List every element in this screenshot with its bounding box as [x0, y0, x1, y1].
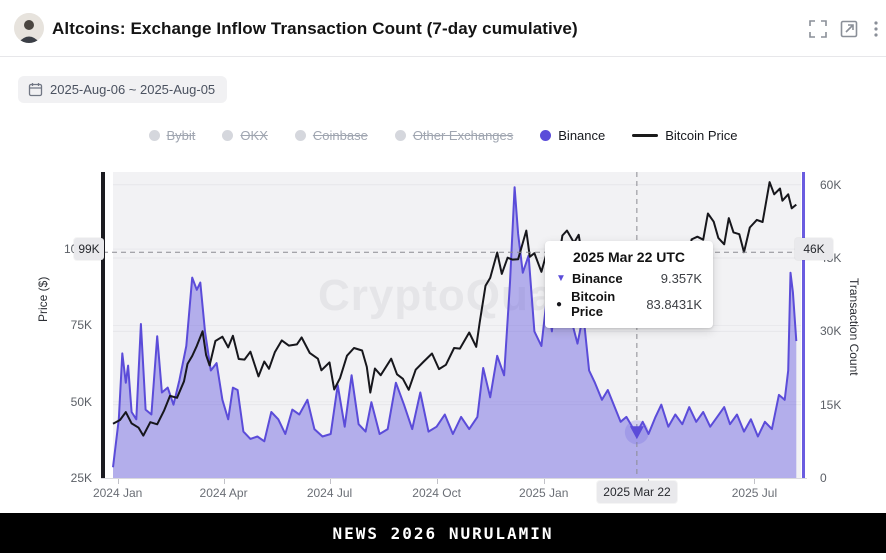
crosshair-count-label: 46K — [795, 238, 833, 260]
legend-dot-swatch — [222, 130, 234, 141]
y-left-tick-label: 50K — [70, 394, 92, 409]
x-tick-mark — [436, 479, 438, 484]
tooltip-row-bitcoin-price: ● Bitcoin Price 83.8431K — [556, 289, 702, 319]
legend-label: Other Exchanges — [412, 128, 514, 143]
y-right-tick-label: 15K — [820, 397, 842, 412]
crosshair-date-label: 2025 Mar 22 — [597, 481, 677, 503]
legend-item-other-exchanges[interactable]: Other Exchanges — [394, 128, 514, 143]
page-title: Altcoins: Exchange Inflow Transaction Co… — [52, 18, 578, 38]
x-tick-label: 2024 Jan — [92, 486, 143, 500]
y-right-tick-label: 30K — [820, 324, 842, 339]
legend-item-coinbase[interactable]: Coinbase — [294, 128, 368, 143]
avatar[interactable] — [14, 13, 44, 43]
chart-tooltip: 2025 Mar 22 UTC ▼ Binance 9.357K ● Bitco… — [545, 241, 713, 328]
fullscreen-icon[interactable] — [808, 19, 828, 39]
legend-dot-swatch — [394, 130, 406, 141]
x-tick-label: 2024 Oct — [412, 486, 461, 500]
x-tick-label: 2025 Jul — [731, 486, 778, 500]
x-tick-label: 2024 Apr — [199, 486, 248, 500]
x-tick-mark — [754, 479, 756, 484]
footer-banner: NEWS 2026 NURULAMIN — [0, 513, 886, 553]
y-right-tick-label: 60K — [820, 177, 842, 192]
legend: Bybit OKX Coinbase Other Exchanges Binance Bi… — [0, 128, 886, 143]
x-tick-label: 2025 Jan — [519, 486, 569, 500]
legend-label: Bybit — [166, 128, 196, 143]
tooltip-row-binance: ▼ Binance 9.357K — [556, 271, 702, 286]
calendar-icon — [28, 82, 43, 97]
x-tick-mark — [329, 479, 331, 484]
footer-text: NEWS 2026 NURULAMIN — [332, 523, 554, 543]
legend-item-binance[interactable]: Binance — [540, 128, 605, 143]
legend-dot-swatch — [540, 130, 552, 141]
x-tick-label: 2024 Jul — [306, 486, 353, 500]
legend-line-swatch — [632, 134, 659, 137]
x-tick-mark — [117, 479, 119, 484]
right-axis-line — [802, 172, 805, 479]
legend-label: Bitcoin Price — [665, 128, 738, 143]
x-tick-mark — [223, 479, 225, 484]
legend-label: Coinbase — [312, 128, 368, 143]
y-left-tick-label: 75K — [70, 318, 92, 333]
y-right-tick-label: 0 — [820, 471, 827, 485]
left-axis-title: Price ($) — [36, 276, 50, 322]
legend-label: Binance — [558, 128, 606, 143]
tooltip-title: 2025 Mar 22 UTC — [572, 249, 686, 265]
legend-item-okx[interactable]: OKX — [222, 128, 268, 143]
date-range-picker[interactable]: 2025-Aug-06 ~ 2025-Aug-05 — [18, 76, 228, 103]
crosshair-price-label: 99K — [74, 238, 104, 260]
open-in-new-icon[interactable] — [839, 19, 859, 39]
x-tick-mark — [543, 479, 545, 484]
legend-dot-swatch — [148, 130, 160, 141]
date-range-label: 2025-Aug-06 ~ 2025-Aug-05 — [50, 82, 216, 97]
left-axis-line — [101, 172, 105, 479]
dot-marker-icon: ● — [556, 298, 563, 310]
legend-label: OKX — [240, 128, 268, 143]
header: Altcoins: Exchange Inflow Transaction Co… — [0, 0, 886, 57]
x-axis-line — [101, 478, 807, 479]
right-axis-title: Transaction Count — [847, 278, 861, 376]
legend-item-bitcoin-price[interactable]: Bitcoin Price — [632, 128, 738, 143]
legend-item-bybit[interactable]: Bybit — [148, 128, 196, 143]
triangle-marker-icon: ▼ — [556, 273, 566, 284]
kebab-menu-icon[interactable] — [869, 19, 883, 39]
y-left-tick-label: 25K — [70, 471, 92, 485]
legend-dot-swatch — [294, 130, 306, 141]
